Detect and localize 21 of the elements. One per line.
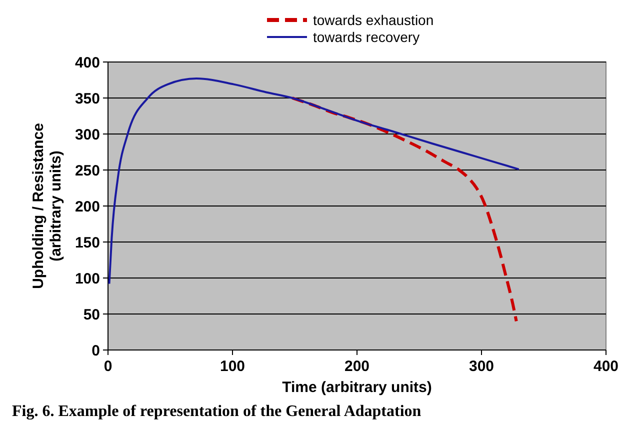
x-tick-label: 300 xyxy=(468,358,494,375)
y-tick-label: 150 xyxy=(74,234,100,252)
x-tick-label: 0 xyxy=(104,358,112,375)
legend-label: towards exhaustion xyxy=(313,12,434,28)
x-tick-label: 400 xyxy=(593,358,619,375)
y-tick-label: 200 xyxy=(74,198,100,216)
y-tick-label: 50 xyxy=(83,306,100,324)
line-series xyxy=(108,78,520,285)
y-tick-label: 100 xyxy=(74,270,100,288)
y-tick-label: 0 xyxy=(92,342,100,360)
y-tick-label: 400 xyxy=(74,54,100,72)
x-tick-label: 200 xyxy=(344,358,370,375)
caption: Fig. 6. Example of representation of the General Adaptation xyxy=(12,403,422,420)
line-series xyxy=(290,96,518,323)
x-tick-label: 100 xyxy=(220,358,246,375)
legend-label: towards recovery xyxy=(313,28,420,45)
x-axis-title: Time (arbitrary units) xyxy=(282,379,432,396)
y-tick-label: 250 xyxy=(74,162,100,180)
y-tick-label: 350 xyxy=(74,90,100,108)
y-tick-label: 300 xyxy=(74,126,100,144)
y-axis-title: Upholding / Resistance (arbitrary units) xyxy=(30,123,64,289)
